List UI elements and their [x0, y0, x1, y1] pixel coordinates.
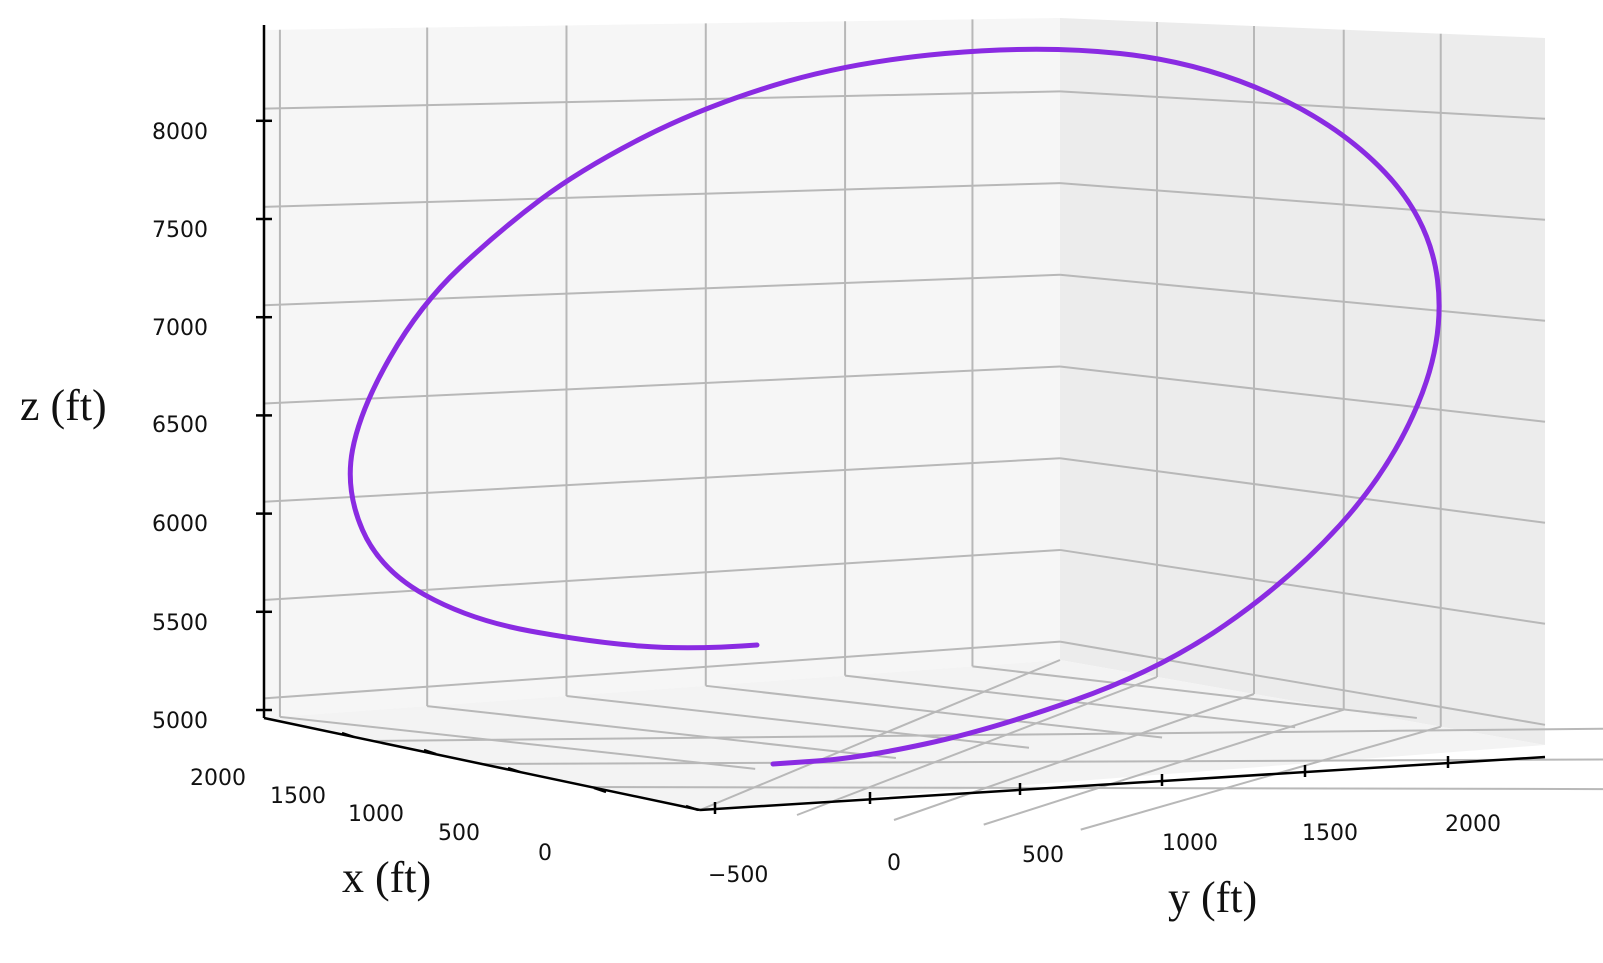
- y-tick-label: −500: [708, 863, 768, 888]
- grid-line: [1059, 182, 1546, 221]
- grid-line: [1059, 548, 1546, 625]
- grid-line: [705, 684, 1163, 739]
- z-tick-label: 5500: [152, 611, 208, 636]
- x-tick-label: 1000: [348, 802, 404, 827]
- grid-line: [263, 457, 1061, 503]
- grid-line: [972, 665, 1417, 719]
- y-tick-label: 1000: [1162, 831, 1218, 856]
- y-tick-label: 1500: [1302, 821, 1358, 846]
- z-tick-label: 7000: [152, 316, 208, 341]
- y-tick-label: 0: [887, 851, 901, 876]
- grid-line: [372, 727, 1603, 742]
- grid-line: [263, 90, 1061, 110]
- grid-lines: [263, 19, 1603, 831]
- grid-line: [590, 786, 1603, 791]
- grid-line: [263, 273, 1061, 307]
- grid-line: [1059, 90, 1546, 120]
- x-axis-line: [263, 716, 701, 812]
- axes: [256, 25, 1546, 814]
- x-tick-mark: [423, 748, 437, 756]
- grid-line: [983, 708, 1345, 826]
- back-right-pane: [1060, 18, 1545, 745]
- x-tick-mark: [593, 786, 607, 794]
- y-tick-label: 2000: [1445, 812, 1501, 837]
- x-tick-labels: 2000 1500 1000 500 0: [190, 766, 552, 866]
- grid-line: [263, 548, 1061, 602]
- grid-line: [1059, 457, 1546, 524]
- trajectory-line: [347, 46, 1442, 767]
- x-tick-label: 0: [538, 841, 552, 866]
- grid-line: [796, 676, 1158, 816]
- z-axis-title: z (ft): [20, 381, 107, 430]
- grid-line: [263, 182, 1061, 208]
- x-tick-label: 500: [438, 821, 480, 846]
- grid-line: [279, 715, 756, 770]
- y-axis-line: [699, 755, 1546, 812]
- y-tick-labels: −500 0 500 1000 1500 2000: [708, 812, 1501, 888]
- back-left-pane: [264, 18, 1060, 718]
- z-tick-labels: 5000 5500 6000 6500 7000 7500 8000: [152, 120, 208, 734]
- x-tick-label: 2000: [190, 766, 246, 791]
- z-tick-label: 5000: [152, 709, 208, 734]
- grid-line: [263, 365, 1061, 405]
- grid-line: [263, 640, 1061, 700]
- x-tick-label: 1500: [270, 784, 326, 809]
- z-tick-label: 7500: [152, 218, 208, 243]
- grid-line: [1059, 640, 1546, 726]
- x-tick-mark: [685, 804, 699, 812]
- z-tick-label: 8000: [152, 120, 208, 145]
- grid-line: [427, 705, 897, 760]
- z-tick-label: 6000: [152, 512, 208, 537]
- x-tick-mark: [507, 766, 521, 774]
- y-tick-label: 500: [1022, 843, 1064, 868]
- grid-line: [1059, 365, 1546, 423]
- grid-line: [1080, 725, 1441, 831]
- z-tick-label: 6500: [152, 413, 208, 438]
- x-tick-mark: [341, 731, 355, 739]
- y-axis-title: y (ft): [1168, 873, 1257, 922]
- x-axis-title: x (ft): [342, 853, 431, 902]
- grid-line: [1059, 273, 1546, 322]
